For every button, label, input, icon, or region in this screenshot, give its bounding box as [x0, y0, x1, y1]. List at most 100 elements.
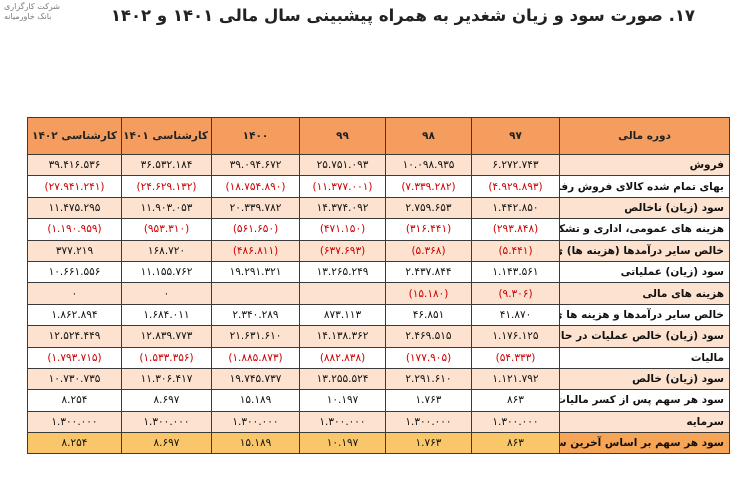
row-label: خالص سایر درآمدها و هزینه ها ی غیرعملیات…: [559, 303, 730, 327]
value-cell: ۱۲.۵۲۴.۴۴۹: [27, 325, 122, 348]
value-cell: ۶.۲۷۲.۷۴۳: [471, 153, 560, 177]
value-cell: ۱۹.۲۹۱.۳۲۱: [211, 260, 300, 284]
header-98: ۹۸: [385, 117, 472, 155]
header-97: ۹۷: [471, 117, 560, 155]
value-cell: (۷.۳۳۹.۲۸۲): [385, 175, 472, 198]
value-cell: ۱.۳۰۰.۰۰۰: [121, 410, 212, 434]
value-cell: ۴۱.۸۷۰: [471, 303, 560, 327]
value-cell: (۴۸۶.۸۱۱): [211, 239, 300, 262]
value-cell: ۱.۶۸۴.۰۱۱: [121, 303, 212, 327]
table-row: سود هر سهم پس از کسر مالیات ۸۶۳ ۱.۷۶۳ ۱۰.۱۹…: [27, 389, 730, 412]
value-cell: (۱۵.۱۸۰): [385, 282, 472, 305]
table-header-row: دوره مالی ۹۷ ۹۸ ۹۹ ۱۴۰۰ کارشناسی ۱۴۰۱ کا…: [27, 117, 730, 155]
value-cell: ۱۵.۱۸۹: [211, 389, 300, 412]
value-cell: (۲۹۳.۸۴۸): [471, 218, 560, 241]
value-cell: (۱.۱۹۰.۹۵۹): [27, 218, 122, 241]
value-cell: (۵۶۱.۶۵۰): [211, 218, 300, 241]
row-label: سود هر سهم پس از کسر مالیات: [559, 389, 730, 412]
value-cell: ۰: [121, 282, 212, 305]
row-label: مالیات: [559, 346, 730, 369]
value-cell: ۱۲.۸۳۹.۷۷۳: [121, 325, 212, 348]
row-label: سود (زیان) عملیاتی: [559, 260, 730, 284]
value-cell: ۱۰.۶۶۱.۵۵۶: [27, 260, 122, 284]
page-title: ۱۷. صورت سود و زیان شغدیر به همراه پیشبی…: [110, 6, 695, 25]
value-cell: (۳۱۶.۴۴۱): [385, 218, 472, 241]
value-cell: ۳۹.۰۹۴.۶۷۲: [211, 153, 300, 177]
header-1400: ۱۴۰۰: [211, 117, 300, 155]
value-cell: ۱۱.۱۵۵.۷۶۲: [121, 260, 212, 284]
row-label: سود (زیان) خالص: [559, 367, 730, 391]
value-cell: (۵.۴۴۱): [471, 239, 560, 262]
value-cell: ۱.۳۰۰.۰۰۰: [27, 410, 122, 434]
value-cell: [299, 282, 386, 305]
value-cell: ۸۶۳: [471, 389, 560, 412]
row-label: سرمایه: [559, 410, 730, 434]
value-cell: (۴۷۱.۱۵۰): [299, 218, 386, 241]
value-cell: ۱.۴۴۲.۸۵۰: [471, 196, 560, 220]
header-period: دوره مالی: [559, 117, 730, 155]
table-row: سود (زیان) ناخالص ۱.۴۴۲.۸۵۰ ۲.۷۵۹.۶۵۳ ۱۴.۳۷…: [27, 196, 730, 220]
value-cell: ۸۶۳: [471, 432, 560, 455]
value-cell: ۲.۴۶۹.۵۱۵: [385, 325, 472, 348]
value-cell: ۱.۷۶۳: [385, 432, 472, 455]
row-label: فروش: [559, 153, 730, 177]
value-cell: (۱.۸۸۵.۸۷۳): [211, 346, 300, 369]
row-label: بهای تمام شده کالای فروش رفته: [559, 175, 730, 198]
value-cell: ۱۹.۷۴۵.۷۳۷: [211, 367, 300, 391]
value-cell: ۳۶.۵۳۲.۱۸۴: [121, 153, 212, 177]
value-cell: (۱۷۷.۹۰۵): [385, 346, 472, 369]
row-label: سود (زیان) ناخالص: [559, 196, 730, 220]
value-cell: ۱.۱۴۳.۵۶۱: [471, 260, 560, 284]
value-cell: ۱.۱۷۶.۱۲۵: [471, 325, 560, 348]
value-cell: (۱.۵۳۳.۳۵۶): [121, 346, 212, 369]
value-cell: ۱.۳۰۰.۰۰۰: [471, 410, 560, 434]
table-row: سود (زیان) خالص ۱.۱۲۱.۷۹۲ ۲.۲۹۱.۶۱۰ ۱۳.۲۵۵.…: [27, 367, 730, 391]
value-cell: ۱۴.۳۷۴.۰۹۲: [299, 196, 386, 220]
value-cell: ۱.۳۰۰.۰۰۰: [385, 410, 472, 434]
value-cell: ۱۳.۲۵۵.۵۲۴: [299, 367, 386, 391]
row-label: سود (زیان) خالص عملیات در حال تداوم قبل …: [559, 325, 730, 348]
row-label: هزینه های مالی: [559, 282, 730, 305]
value-cell: ۲۰.۳۳۹.۷۸۲: [211, 196, 300, 220]
table-row: خالص سایر درآمدها و هزینه ها ی غیرعملیات…: [27, 303, 730, 327]
row-label: سود هر سهم بر اساس آخرین سرمایه: [559, 432, 730, 455]
value-cell: ۲.۷۵۹.۶۵۳: [385, 196, 472, 220]
income-statement-table: دوره مالی ۹۷ ۹۸ ۹۹ ۱۴۰۰ کارشناسی ۱۴۰۱ کا…: [27, 117, 730, 455]
logo-line-1: شرکت کارگزاری: [4, 2, 61, 11]
value-cell: ۸.۲۵۴: [27, 432, 122, 455]
table-row: سود (زیان) عملیاتی ۱.۱۴۳.۵۶۱ ۲.۴۳۷.۸۴۴ ۱۳.۲…: [27, 260, 730, 284]
value-cell: (۹.۳۰۶): [471, 282, 560, 305]
value-cell: (۱۱.۳۷۷.۰۰۱): [299, 175, 386, 198]
header-1401: کارشناسی ۱۴۰۱: [121, 117, 212, 155]
value-cell: ۰: [27, 282, 122, 305]
value-cell: ۸.۶۹۷: [121, 432, 212, 455]
value-cell: (۱۸.۷۵۴.۸۹۰): [211, 175, 300, 198]
value-cell: ۱.۷۶۳: [385, 389, 472, 412]
value-cell: ۸.۲۵۴: [27, 389, 122, 412]
value-cell: ۱.۳۰۰.۰۰۰: [299, 410, 386, 434]
table-row: مالیات (۵۴.۳۳۳) (۱۷۷.۹۰۵) (۸۸۲.۸۳۸) (۱.۸۸۵.۸…: [27, 346, 730, 369]
value-cell: ۱۰.۰۹۸.۹۳۵: [385, 153, 472, 177]
value-cell: (۸۸۲.۸۳۸): [299, 346, 386, 369]
value-cell: ۱۰.۷۳۰.۷۳۵: [27, 367, 122, 391]
value-cell: ۱۰.۱۹۷: [299, 389, 386, 412]
value-cell: ۱۵.۱۸۹: [211, 432, 300, 455]
value-cell: (۲۷.۹۴۱.۲۴۱): [27, 175, 122, 198]
value-cell: ۱۱.۹۰۳.۰۵۳: [121, 196, 212, 220]
value-cell: (۱.۷۹۳.۷۱۵): [27, 346, 122, 369]
value-cell: ۱۴.۱۳۸.۳۶۲: [299, 325, 386, 348]
value-cell: ۱.۱۲۱.۷۹۲: [471, 367, 560, 391]
value-cell: ۲.۴۳۷.۸۴۴: [385, 260, 472, 284]
logo: شرکت کارگزاری بانک خاورمیانه: [4, 2, 74, 22]
value-cell: ۸۷۳.۱۱۳: [299, 303, 386, 327]
value-cell: (۴.۹۲۹.۸۹۳): [471, 175, 560, 198]
table-row: فروش ۶.۲۷۲.۷۴۳ ۱۰.۰۹۸.۹۳۵ ۲۵.۷۵۱.۰۹۳ ۳۹.۰۹۴.…: [27, 153, 730, 177]
value-cell: ۱۱.۳۰۶.۴۱۷: [121, 367, 212, 391]
value-cell: ۱۶۸.۷۲۰: [121, 239, 212, 262]
value-cell: (۵.۳۶۸): [385, 239, 472, 262]
value-cell: ۲۵.۷۵۱.۰۹۳: [299, 153, 386, 177]
header-99: ۹۹: [299, 117, 386, 155]
value-cell: ۴۶.۸۵۱: [385, 303, 472, 327]
table-row: هزینه های مالی (۹.۳۰۶) (۱۵.۱۸۰) ۰ ۰: [27, 282, 730, 305]
value-cell: ۲.۳۴۰.۲۸۹: [211, 303, 300, 327]
